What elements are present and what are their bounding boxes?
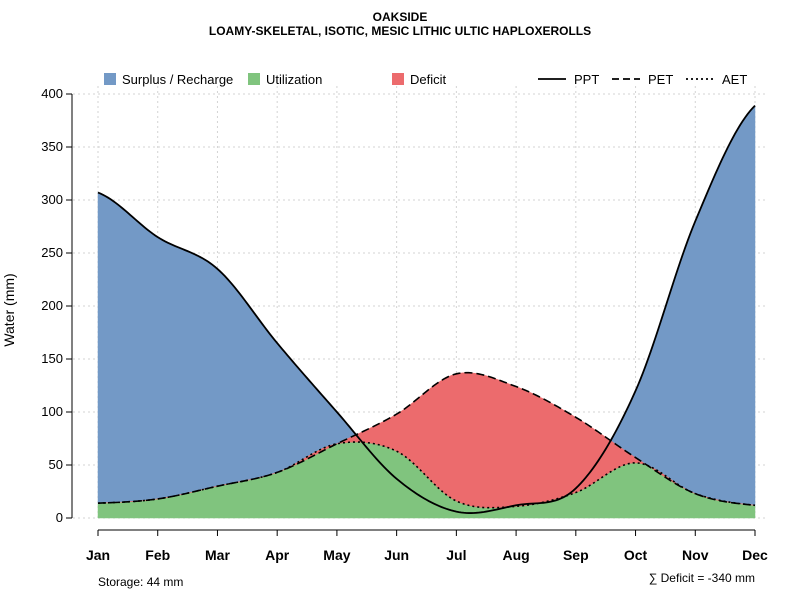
- axes: 0 50 100 150 200 250 300 350 400 Jan Feb Mar Apr May J…: [41, 86, 768, 563]
- legend: Surplus / Recharge Utilization Deficit PPT P…: [104, 72, 747, 87]
- y-tick-label: 150: [41, 351, 63, 366]
- chart-title: OAKSIDE: [372, 10, 428, 24]
- x-tick-label-may: May: [323, 547, 350, 563]
- storage-annotation: Storage: 44 mm: [98, 575, 183, 589]
- x-tick-label-feb: Feb: [145, 547, 170, 563]
- legend-label-2: Utilization: [266, 72, 322, 87]
- x-tick-label-sep: Sep: [563, 547, 589, 563]
- series-lines: [97, 105, 756, 514]
- y-tick-label: 300: [41, 192, 63, 207]
- x-tick-label-oct: Oct: [624, 547, 648, 563]
- x-tick-label-mar: Mar: [205, 547, 230, 563]
- x-tick-label-nov: Nov: [682, 547, 709, 563]
- x-tick-label-jul: Jul: [446, 547, 466, 563]
- y-tick-label: 50: [49, 457, 63, 472]
- legend-swatch-2: [248, 73, 260, 85]
- y-tick-label: 250: [41, 245, 63, 260]
- chart-subtitle: LOAMY-SKELETAL, ISOTIC, MESIC LITHIC ULT…: [208, 24, 592, 38]
- legend-label-pet: PET: [648, 72, 673, 87]
- x-tick-label-jun: Jun: [384, 547, 409, 563]
- x-tick-label-aug: Aug: [502, 547, 529, 563]
- y-tick-label: 0: [56, 510, 63, 525]
- areas: [97, 105, 756, 519]
- x-tick-label-jan: Jan: [86, 547, 110, 563]
- legend-label-ppt: PPT: [574, 72, 599, 87]
- y-tick-label: 350: [41, 139, 63, 154]
- series-line-ppt: [97, 105, 756, 514]
- y-axis-label: Water (mm): [1, 273, 17, 346]
- legend-label-3: Deficit: [410, 72, 447, 87]
- x-tick-label-apr: Apr: [265, 547, 290, 563]
- legend-swatch-1: [104, 73, 116, 85]
- x-tick-label-dec: Dec: [742, 547, 768, 563]
- series-line-aet: [97, 441, 756, 509]
- deficit-annotation: ∑ Deficit = -340 mm: [649, 571, 755, 585]
- y-tick-label: 200: [41, 298, 63, 313]
- legend-label-aet: AET: [722, 72, 747, 87]
- y-tick-label: 100: [41, 404, 63, 419]
- y-tick-label: 400: [41, 86, 63, 101]
- legend-label-1: Surplus / Recharge: [122, 72, 233, 87]
- legend-swatch-3: [392, 73, 404, 85]
